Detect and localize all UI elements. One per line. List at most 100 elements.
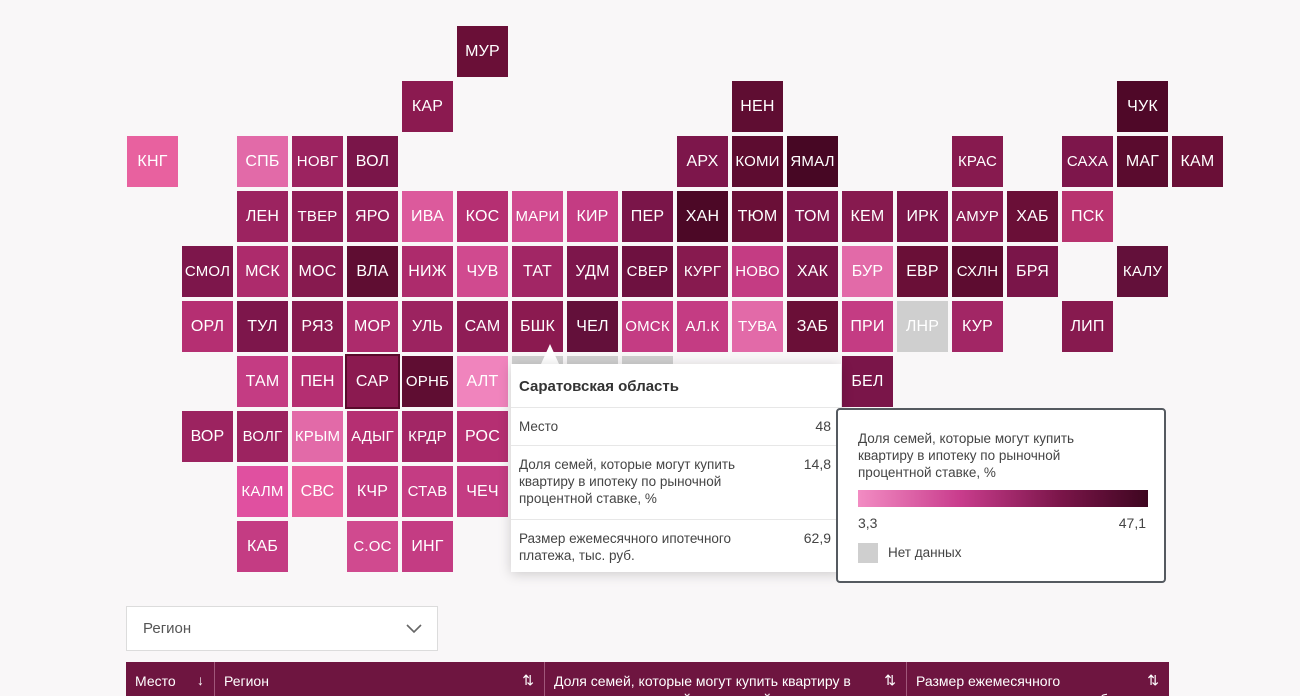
region-tile[interactable]: ПЕН — [292, 356, 343, 407]
region-tile[interactable]: МСК — [237, 246, 288, 297]
region-tile[interactable]: ВОЛГ — [237, 411, 288, 462]
column-header-payment[interactable]: Размер ежемесячного ипотечного платежа, … — [907, 662, 1169, 696]
region-tile[interactable]: ПСК — [1062, 191, 1113, 242]
region-tile[interactable]: САХА — [1062, 136, 1113, 187]
region-tile[interactable]: ТВЕР — [292, 191, 343, 242]
region-tile[interactable]: ТОМ — [787, 191, 838, 242]
region-select-label: Регион — [143, 620, 192, 637]
region-tile[interactable]: СМОЛ — [182, 246, 233, 297]
region-tile[interactable]: КРДР — [402, 411, 453, 462]
region-tile[interactable]: НОВО — [732, 246, 783, 297]
region-tile[interactable]: ХАН — [677, 191, 728, 242]
region-tile[interactable]: БУР — [842, 246, 893, 297]
column-header-rank[interactable]: Место ↓ — [126, 662, 215, 696]
region-tile[interactable]: СТАВ — [402, 466, 453, 517]
region-tile[interactable]: СХЛН — [952, 246, 1003, 297]
region-tile[interactable]: ЕВР — [897, 246, 948, 297]
legend-gradient-bar — [858, 490, 1148, 507]
region-tile[interactable]: БШК — [512, 301, 563, 352]
region-tile[interactable]: МОР — [347, 301, 398, 352]
tooltip-row-value: 48 — [815, 418, 831, 434]
tooltip-row-label: Место — [519, 419, 559, 434]
region-tile[interactable]: ЛЕН — [237, 191, 288, 242]
region-tile[interactable]: КЕМ — [842, 191, 893, 242]
region-tile[interactable]: КИР — [567, 191, 618, 242]
region-tile[interactable]: СВС — [292, 466, 343, 517]
sort-desc-icon: ↓ — [197, 672, 204, 688]
region-tile[interactable]: ПЕР — [622, 191, 673, 242]
region-tile[interactable]: КЧР — [347, 466, 398, 517]
region-tile[interactable]: РОС — [457, 411, 508, 462]
region-tile[interactable]: АРХ — [677, 136, 728, 187]
region-tile[interactable]: ХАК — [787, 246, 838, 297]
region-tile[interactable]: КАЛМ — [237, 466, 288, 517]
region-tile[interactable]: ЧУК — [1117, 81, 1168, 132]
region-tile[interactable]: КУР — [952, 301, 1003, 352]
region-tile[interactable]: ИВА — [402, 191, 453, 242]
region-tile[interactable]: КУРГ — [677, 246, 728, 297]
region-tile[interactable]: САР — [345, 354, 400, 409]
column-header-region[interactable]: Регион ⇅ — [215, 662, 545, 696]
region-tile[interactable]: ЧЕЛ — [567, 301, 618, 352]
region-tile[interactable]: РЯЗ — [292, 301, 343, 352]
region-tile[interactable]: ХАБ — [1007, 191, 1058, 242]
chevron-down-icon — [406, 624, 422, 634]
region-tile-map: МУР КАР НЕН ЧУК КНГ СПБ НОВГ ВОЛ АРХ КОМИ ЯМАЛ КРАС… — [127, 26, 1223, 572]
region-tile[interactable]: ОМСК — [622, 301, 673, 352]
region-tile[interactable]: КАЛУ — [1117, 246, 1168, 297]
region-tile[interactable]: ТАТ — [512, 246, 563, 297]
region-tile[interactable]: КНГ — [127, 136, 178, 187]
region-tile[interactable]: АЛ.К — [677, 301, 728, 352]
region-tile[interactable]: МАГ — [1117, 136, 1168, 187]
region-tile[interactable]: МУР — [457, 26, 508, 77]
region-tile[interactable]: КОС — [457, 191, 508, 242]
region-tile[interactable]: С.ОС — [347, 521, 398, 572]
region-tile[interactable]: НЕН — [732, 81, 783, 132]
region-tile[interactable]: НИЖ — [402, 246, 453, 297]
region-tile[interactable]: ТАМ — [237, 356, 288, 407]
region-tile[interactable]: КАР — [402, 81, 453, 132]
region-tooltip: Саратовская область Место 48 Доля семей,… — [511, 364, 841, 572]
region-tile[interactable]: ТУЛ — [237, 301, 288, 352]
region-tile[interactable]: НОВГ — [292, 136, 343, 187]
region-tile[interactable]: ВЛА — [347, 246, 398, 297]
region-tile[interactable]: ОРНБ — [402, 356, 453, 407]
region-tile[interactable]: ОРЛ — [182, 301, 233, 352]
region-tile[interactable]: ТЮМ — [732, 191, 783, 242]
region-tile[interactable]: ЯМАЛ — [787, 136, 838, 187]
region-tile[interactable]: ЛИП — [1062, 301, 1113, 352]
region-tile[interactable]: ИНГ — [402, 521, 453, 572]
region-tile[interactable]: УДМ — [567, 246, 618, 297]
region-tile[interactable]: КОМИ — [732, 136, 783, 187]
region-tile[interactable]: КАБ — [237, 521, 288, 572]
region-tile[interactable]: ВОР — [182, 411, 233, 462]
region-tile[interactable]: ИРК — [897, 191, 948, 242]
region-tile[interactable]: СВЕР — [622, 246, 673, 297]
region-tile[interactable]: МОС — [292, 246, 343, 297]
region-tile[interactable]: ТУВА — [732, 301, 783, 352]
region-tile[interactable]: БЕЛ — [842, 356, 893, 407]
sort-icon: ⇅ — [1147, 672, 1159, 688]
region-tile[interactable]: АДЫГ — [347, 411, 398, 462]
region-tile[interactable]: СПБ — [237, 136, 288, 187]
region-tile[interactable]: ЯРО — [347, 191, 398, 242]
column-header-label: Доля семей, которые могут купить квартир… — [554, 673, 851, 696]
no-data-label: Нет данных — [888, 545, 962, 560]
region-tile[interactable]: КАМ — [1172, 136, 1223, 187]
region-tile[interactable]: ЛНР — [897, 301, 948, 352]
region-select[interactable]: Регион — [126, 606, 438, 651]
region-tile[interactable]: ЧУВ — [457, 246, 508, 297]
column-header-share[interactable]: Доля семей, которые могут купить квартир… — [545, 662, 907, 696]
region-tile[interactable]: АЛТ — [457, 356, 508, 407]
region-tile[interactable]: КРЫМ — [292, 411, 343, 462]
region-tile[interactable]: ЧЕЧ — [457, 466, 508, 517]
region-tile[interactable]: КРАС — [952, 136, 1003, 187]
region-tile[interactable]: МАРИ — [512, 191, 563, 242]
region-tile[interactable]: АМУР — [952, 191, 1003, 242]
region-tile[interactable]: БРЯ — [1007, 246, 1058, 297]
region-tile[interactable]: ПРИ — [842, 301, 893, 352]
region-tile[interactable]: ВОЛ — [347, 136, 398, 187]
region-tile[interactable]: УЛЬ — [402, 301, 453, 352]
region-tile[interactable]: ЗАБ — [787, 301, 838, 352]
region-tile[interactable]: САМ — [457, 301, 508, 352]
